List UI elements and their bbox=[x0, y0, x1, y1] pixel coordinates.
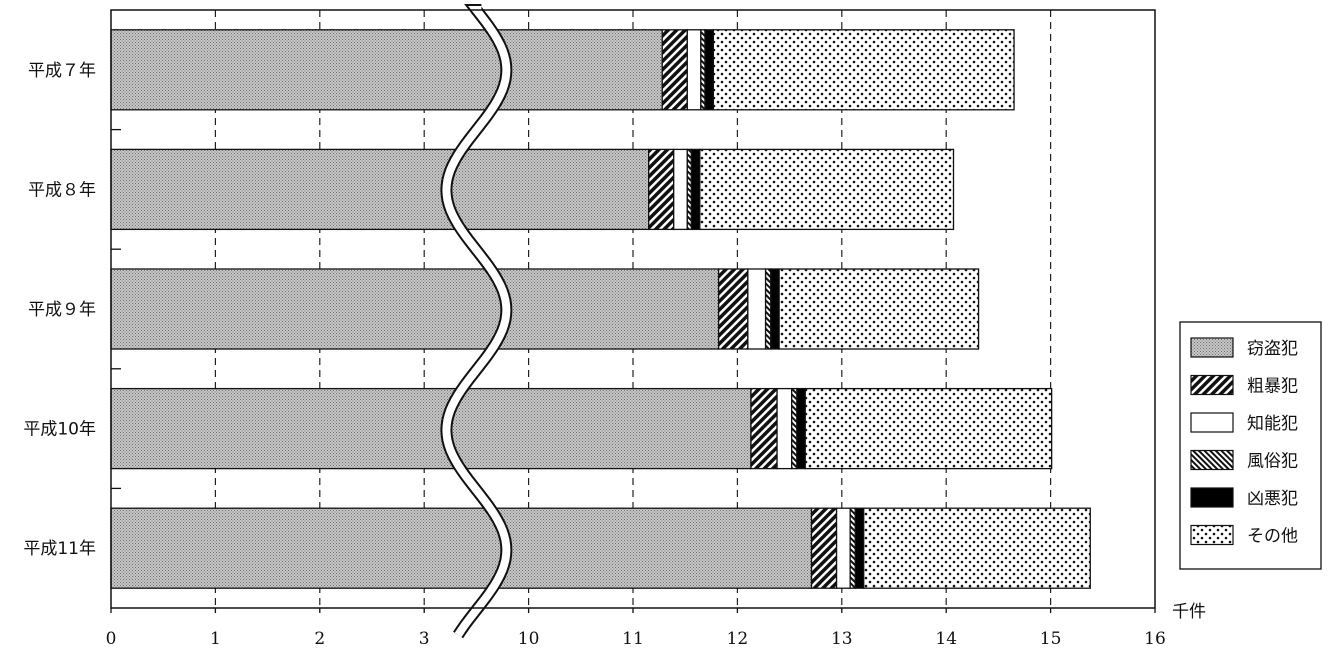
bar-segment bbox=[686, 29, 702, 111]
x-tick-labels: 0 1 2 3 10 11 12 13 14 15 16 bbox=[106, 629, 1166, 649]
bar-segment bbox=[849, 507, 857, 589]
category-label: 平成８年 bbox=[28, 180, 96, 200]
legend-label: その他 bbox=[1247, 527, 1298, 547]
axis-break bbox=[440, 3, 513, 639]
bar-segment bbox=[863, 507, 1091, 589]
x-tick-label: 16 bbox=[1144, 629, 1166, 649]
x-tick-label: 10 bbox=[518, 629, 540, 649]
bar-segment bbox=[791, 387, 798, 470]
bar-segment bbox=[750, 387, 778, 470]
x-tick-label: 3 bbox=[419, 629, 430, 649]
x-tick-label: 11 bbox=[622, 629, 644, 649]
x-unit-label: 千件 bbox=[1172, 602, 1206, 622]
bar-segment bbox=[804, 387, 1053, 470]
category-label: 平成10年 bbox=[23, 420, 96, 440]
category-label: 平成７年 bbox=[28, 61, 96, 81]
bar-segment bbox=[854, 507, 865, 589]
x-tick-label: 12 bbox=[727, 629, 749, 649]
bar-segment bbox=[110, 29, 663, 111]
bar-segment bbox=[747, 268, 767, 350]
bar-segment bbox=[673, 148, 688, 231]
x-tick-label: 0 bbox=[106, 629, 117, 649]
legend-label: 知能犯 bbox=[1247, 414, 1298, 434]
bar-segment bbox=[661, 29, 688, 111]
bar-segment bbox=[770, 268, 780, 350]
legend-swatch bbox=[1190, 337, 1234, 358]
bar-segment bbox=[110, 148, 650, 231]
bar-segment bbox=[835, 507, 851, 589]
legend-label: 窃盗犯 bbox=[1247, 339, 1298, 359]
legend-swatch bbox=[1190, 449, 1234, 471]
legend-label: 風俗犯 bbox=[1247, 452, 1298, 472]
bar-segment bbox=[704, 29, 715, 111]
bar-segment bbox=[648, 148, 675, 231]
bar-segment bbox=[776, 387, 793, 470]
x-tick-label: 1 bbox=[210, 629, 221, 649]
bar-segment bbox=[810, 507, 838, 589]
x-tick-label: 15 bbox=[1040, 629, 1062, 649]
bar-segment bbox=[796, 387, 806, 470]
bar-segment bbox=[110, 268, 720, 350]
bar-segment bbox=[699, 148, 955, 231]
bars bbox=[110, 29, 1091, 589]
break-gap bbox=[442, 5, 511, 638]
bar-segment bbox=[110, 507, 813, 589]
bar-segment bbox=[717, 268, 749, 350]
category-label: 平成11年 bbox=[23, 539, 96, 559]
x-tick-label: 13 bbox=[831, 629, 853, 649]
category-label: 平成９年 bbox=[28, 300, 96, 320]
bar-segment bbox=[764, 268, 772, 350]
bar-segment bbox=[110, 387, 752, 470]
plot-frame bbox=[110, 9, 1156, 613]
bar-segment bbox=[778, 268, 980, 350]
bar-segment bbox=[712, 29, 1015, 111]
bar-segment bbox=[690, 148, 701, 231]
legend-swatch bbox=[1190, 412, 1234, 433]
x-tick-label: 14 bbox=[935, 629, 957, 649]
legend-swatch bbox=[1190, 524, 1234, 546]
legend-swatch bbox=[1190, 487, 1234, 508]
x-tick-label: 2 bbox=[314, 629, 325, 649]
legend-swatch bbox=[1190, 374, 1234, 396]
legend-label: 粗暴犯 bbox=[1247, 377, 1298, 397]
legend-label: 凶悪犯 bbox=[1247, 489, 1298, 509]
